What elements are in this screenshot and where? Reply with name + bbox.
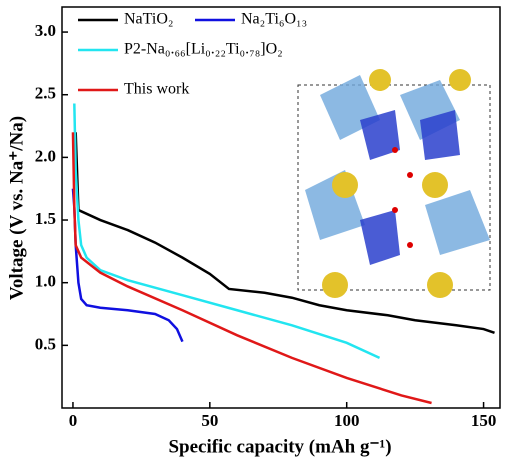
x-tick-label: 150 [471, 411, 497, 430]
legend-label: This work [124, 81, 189, 98]
y-tick-label: 2.5 [35, 84, 56, 103]
x-tick-label: 100 [334, 411, 360, 430]
x-tick-label: 50 [201, 411, 218, 430]
legend-label: NaTiO₂ [124, 11, 173, 28]
data-line [74, 132, 495, 334]
legend-label: P2-Na₀.₆₆[Li₀.₂₂Ti₀.₇₈]O₂ [124, 41, 283, 58]
legend-label: Na₂Ti₆O₁₃ [241, 11, 307, 28]
plot-frame [61, 6, 501, 409]
y-tick-label: 1.0 [35, 272, 56, 291]
y-tick-label: 0.5 [35, 334, 56, 353]
y-tick-label: 1.5 [35, 209, 56, 228]
y-axis-label: Voltage (V vs. Na⁺/Na) [6, 116, 27, 300]
y-tick-label: 3.0 [35, 21, 56, 40]
x-tick-label: 0 [69, 411, 78, 430]
x-axis-label: Specific capacity (mAh g⁻¹) [168, 436, 391, 457]
y-tick-label: 2.0 [35, 146, 56, 165]
crystal-inset [297, 69, 491, 298]
data-line [71, 132, 432, 405]
data-line [73, 103, 381, 360]
